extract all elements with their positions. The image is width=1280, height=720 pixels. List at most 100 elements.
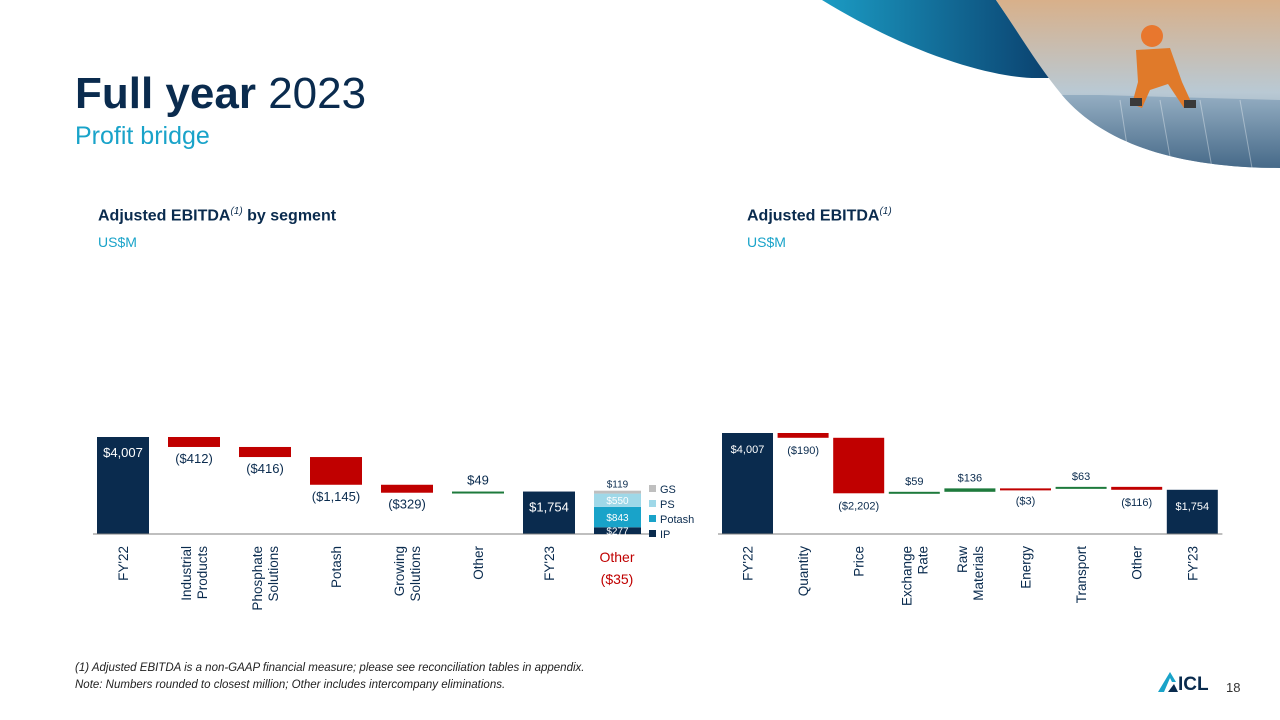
right-chart-unit: US$M [747, 234, 786, 250]
category-label-other: Other [1130, 545, 1145, 579]
legend-swatch-gs [649, 485, 656, 492]
stack-label-ip: $277 [606, 527, 629, 538]
category-label-other: Other [471, 545, 486, 579]
category-text: Other [471, 545, 486, 579]
category-label-energy: Energy [1019, 546, 1034, 589]
value-label-quantity: ($190) [787, 445, 819, 457]
category-label-raw-materials: Raw Materials [955, 546, 986, 601]
legend-label-gs: GS [660, 484, 676, 496]
category-text: Quantity [796, 546, 811, 597]
legend-label-potash: Potash [660, 514, 694, 526]
value-label-price: ($2,202) [838, 500, 879, 512]
category-text-line: Solutions [408, 546, 423, 602]
stack-segment-ps [594, 493, 641, 507]
header-photo [822, 0, 1280, 169]
category-label-fy-23: FY'23 [542, 546, 557, 581]
category-label-phosphate-solutions: Phosphate Solutions [250, 546, 281, 611]
value-label-phosphate-solutions: ($416) [246, 461, 284, 476]
extra-stack-title: Other [599, 549, 634, 565]
bar-potash [310, 457, 362, 485]
bar-fy-22 [722, 433, 773, 534]
category-text: FY'22 [741, 546, 756, 581]
bar-other [1111, 486, 1163, 490]
left-chart-unit: US$M [98, 234, 137, 250]
category-label-growing-solutions: Growing Solutions [392, 546, 423, 602]
bar-fy-23 [523, 491, 575, 534]
category-label-quantity: Quantity [796, 546, 811, 597]
category-text: Potash [329, 546, 344, 588]
legend-label-ip: IP [660, 529, 670, 541]
category-text-line: Industrial [179, 546, 194, 601]
icl-logo-mark [1158, 672, 1176, 692]
category-label-fy-22: FY'22 [741, 546, 756, 581]
bar-fy-22 [97, 437, 149, 534]
category-label-industrial-products: Industrial Products [179, 546, 210, 601]
stack-label-gs: $119 [607, 480, 629, 491]
legend-label-ps: PS [660, 499, 675, 511]
legend-swatch-potash [649, 515, 656, 522]
bar-industrial-products [168, 437, 220, 447]
bar-exchange-rate [888, 491, 940, 494]
value-label-other: ($116) [1121, 497, 1152, 509]
value-label-raw-materials: $136 [958, 472, 982, 484]
category-text: FY'23 [1185, 546, 1200, 581]
bar-fy-23 [1166, 489, 1218, 534]
category-text-line: Materials [971, 546, 986, 601]
bar-other [452, 491, 504, 494]
category-text: FY'23 [542, 546, 557, 581]
bar-growing-solutions [381, 484, 433, 493]
footnote-1: (1) Adjusted EBITDA is a non-GAAP financ… [75, 662, 585, 674]
stack-segment-ip [594, 527, 641, 534]
value-label-fy-23: $1,754 [529, 500, 569, 515]
page-subtitle: Profit bridge [75, 122, 210, 150]
category-label-exchange-rate: Exchange Rate [899, 546, 930, 606]
extra-stack-total: ($35) [601, 571, 634, 587]
category-text-line: Rate [915, 546, 930, 575]
category-text-line: Phosphate [250, 546, 265, 611]
category-text-line: Solutions [266, 546, 281, 602]
stack-segment-gs [594, 490, 641, 494]
stack-label-ps: $550 [606, 496, 629, 507]
bar-energy [1000, 488, 1051, 491]
value-label-industrial-products: ($412) [175, 451, 213, 466]
bar-phosphate-solutions [239, 446, 291, 458]
value-label-fy-23: $1,754 [1175, 501, 1209, 513]
bar-transport [1055, 486, 1107, 489]
category-text: Other [1130, 545, 1145, 579]
icl-logo-text: ICL [1178, 674, 1209, 694]
stack-segment-potash [594, 506, 641, 528]
category-label-price: Price [852, 546, 867, 577]
value-label-exchange-rate: $59 [905, 476, 923, 488]
value-label-fy-22: $4,007 [103, 445, 143, 460]
category-label-fy-22: FY'22 [116, 546, 131, 581]
category-text-line: Exchange [899, 546, 914, 606]
bar-raw-materials [944, 488, 996, 492]
footnote-2: Note: Numbers rounded to closest million… [75, 679, 506, 691]
right-chart-title: Adjusted EBITDA(1) [747, 206, 892, 225]
legend-swatch-ps [649, 500, 656, 507]
page-title: Full year 2023 [75, 68, 366, 120]
category-label-potash: Potash [329, 546, 344, 588]
left-chart-title: Adjusted EBITDA(1) by segment [98, 206, 337, 225]
value-label-transport: $63 [1072, 471, 1090, 483]
category-label-transport: Transport [1074, 546, 1089, 604]
category-label-fy-23: FY'23 [1185, 546, 1200, 581]
legend-swatch-ip [649, 530, 656, 537]
value-label-potash: ($1,145) [312, 489, 360, 504]
value-label-fy-22: $4,007 [731, 444, 765, 456]
category-text: FY'22 [116, 546, 131, 581]
title-year: 2023 [268, 69, 367, 118]
category-text-line: Raw [955, 546, 970, 573]
bar-quantity [777, 433, 829, 438]
value-label-growing-solutions: ($329) [388, 497, 426, 512]
stack-label-potash: $843 [606, 513, 629, 524]
value-label-other: $49 [467, 473, 489, 488]
category-text: Transport [1074, 546, 1089, 604]
footnotes: (1) Adjusted EBITDA is a non-GAAP financ… [75, 660, 584, 694]
segment-waterfall-chart: $4,007 FY'22 ($412) Industrial Products ($416… [93, 437, 694, 611]
factor-waterfall-chart: $4,007 FY'22 ($190) Quantity ($2,202) Price $5… [718, 433, 1223, 606]
title-bold: Full year [75, 69, 256, 118]
icl-logo: ICL [1158, 672, 1209, 694]
category-text-line: Products [195, 546, 210, 600]
bar-price [833, 437, 885, 494]
